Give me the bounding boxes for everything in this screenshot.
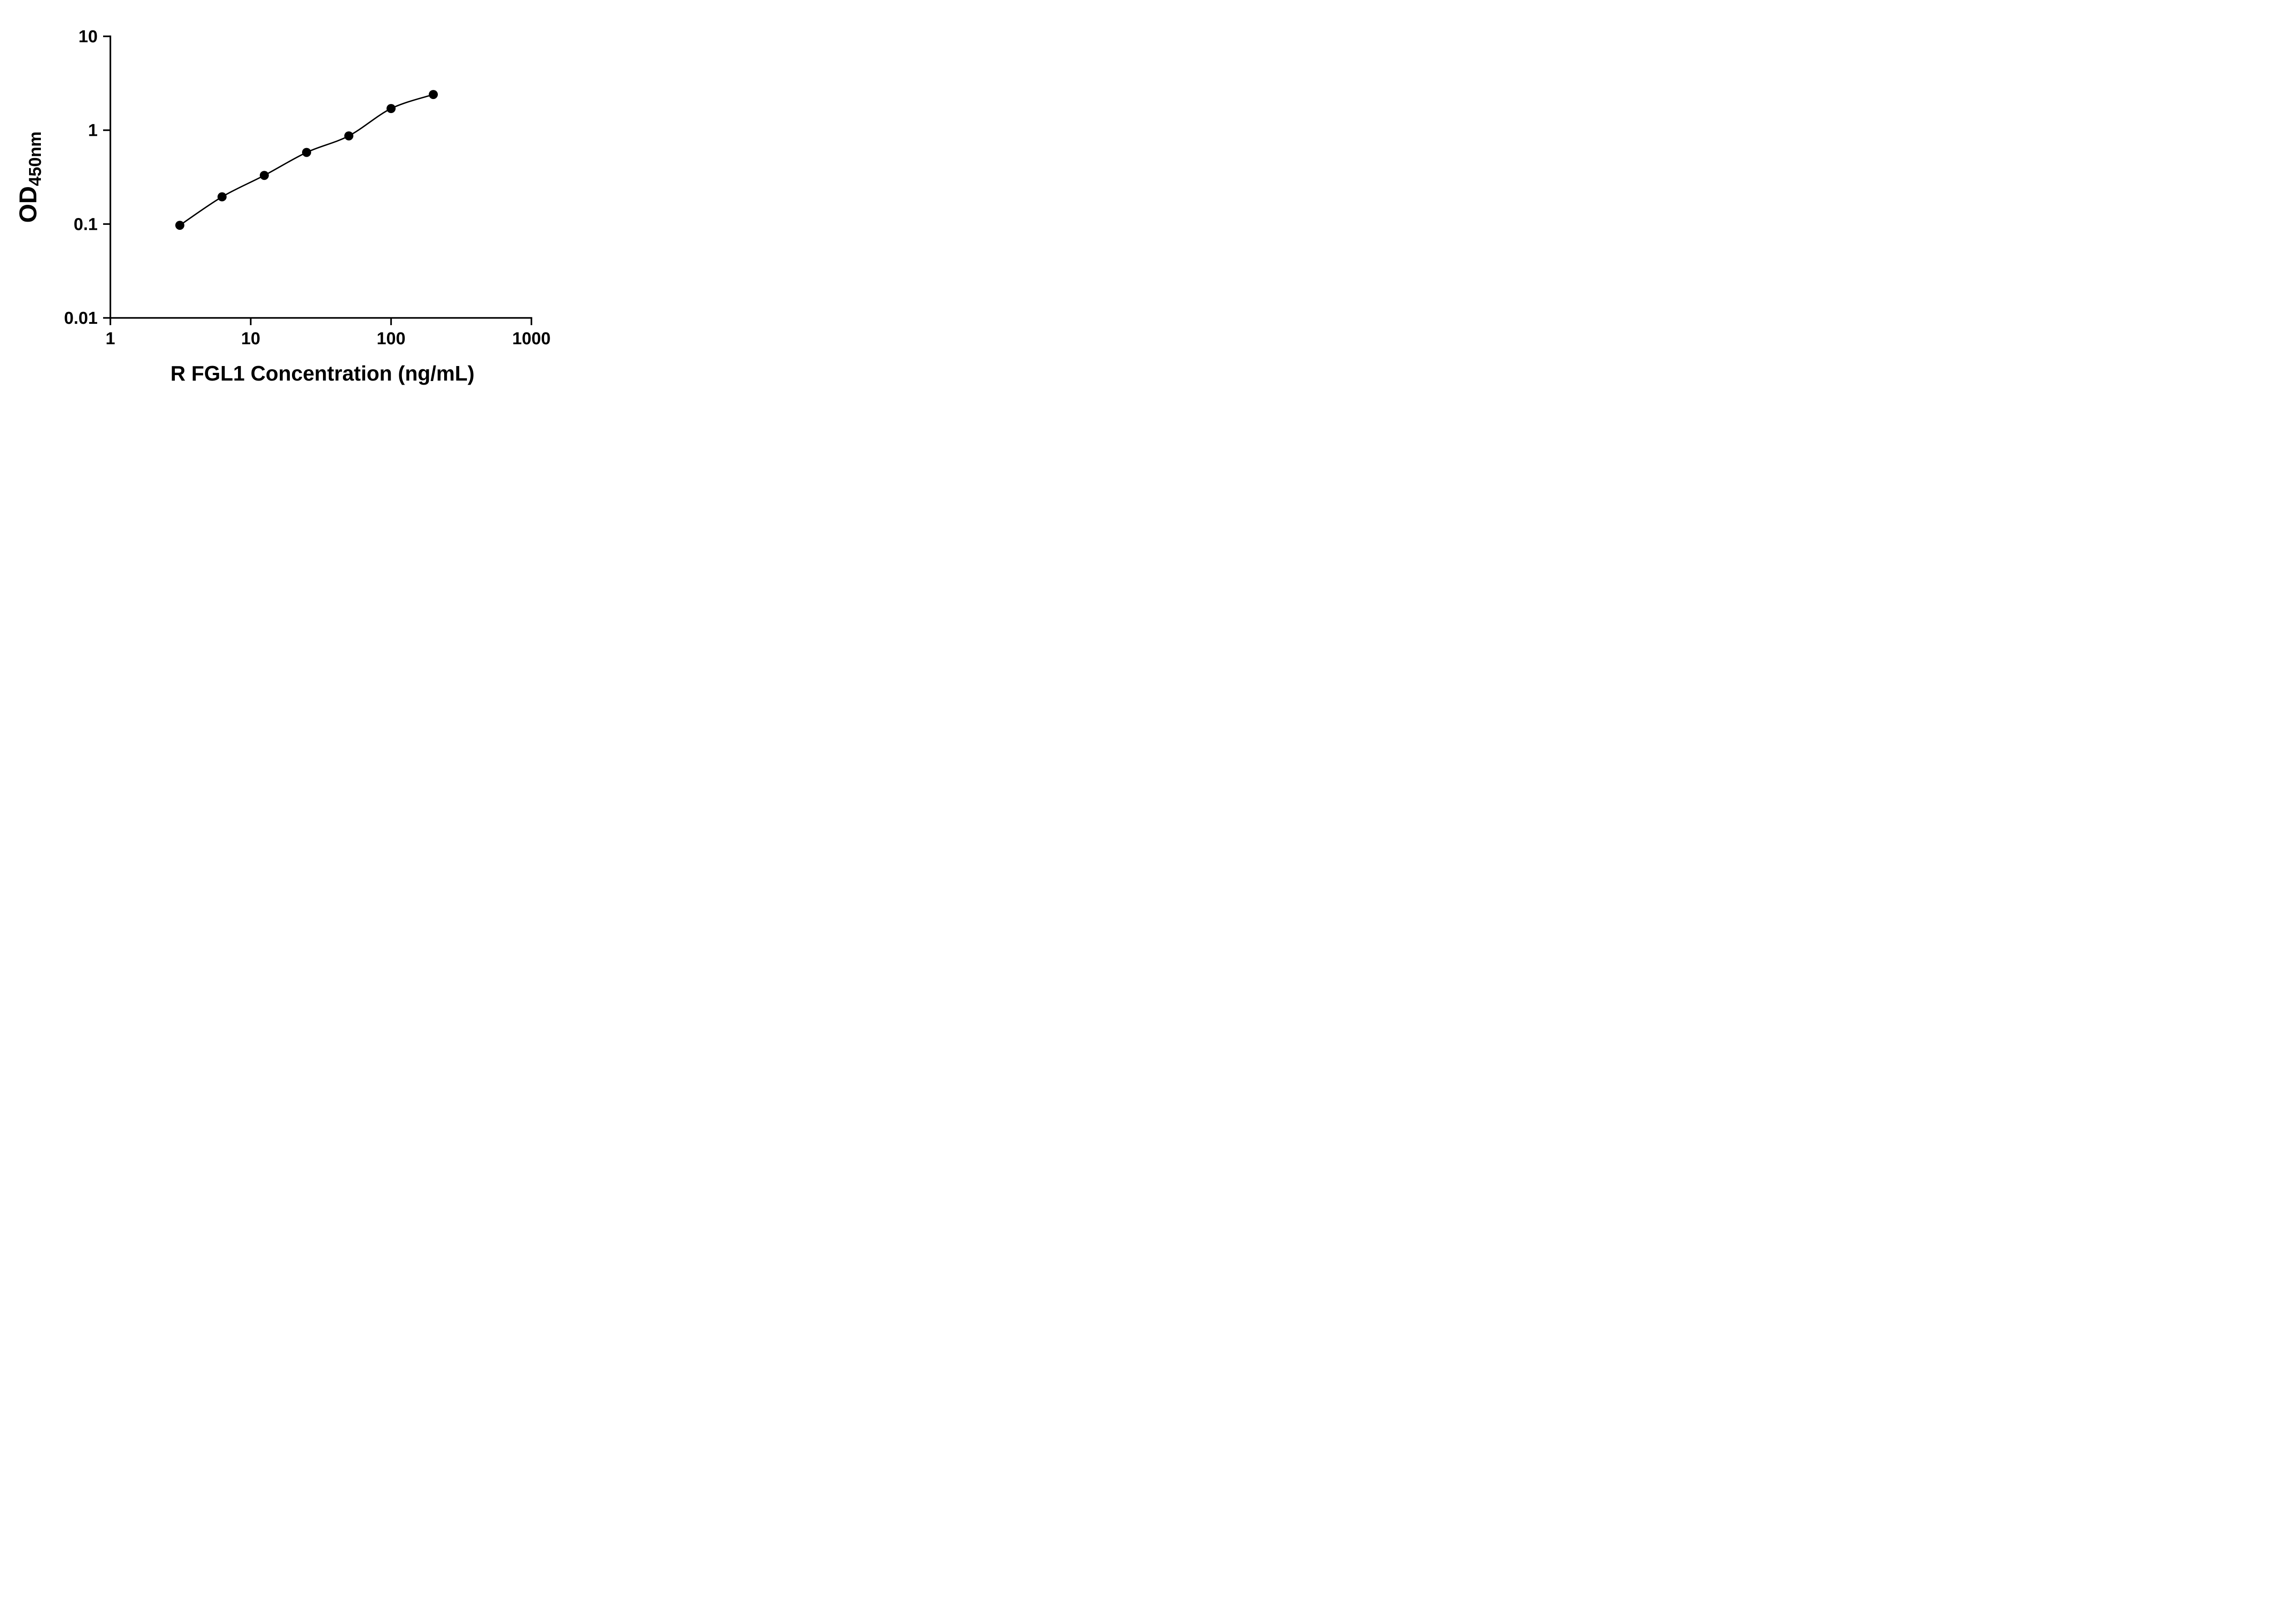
y-axis-title: OD450nm bbox=[15, 131, 45, 223]
data-point bbox=[387, 104, 396, 113]
y-axis-title-main: OD bbox=[15, 186, 42, 223]
fit-curve bbox=[179, 94, 434, 226]
x-axis-tick-label: 10 bbox=[241, 329, 260, 348]
data-point bbox=[429, 90, 438, 99]
x-axis-tick-label: 1 bbox=[105, 329, 115, 348]
data-point bbox=[217, 192, 227, 202]
y-axis-title-sub: 450nm bbox=[26, 131, 45, 186]
elisa-standard-curve-figure: OD450nm R FGL1 Concentration (ng/mL) 1 10… bbox=[0, 0, 581, 406]
data-point bbox=[175, 221, 184, 230]
x-axis-tick-label: 1000 bbox=[512, 329, 551, 348]
data-layer bbox=[175, 90, 438, 230]
y-axis-tick-label: 1 bbox=[88, 121, 98, 140]
y-axis-tick-label: 0.1 bbox=[74, 215, 98, 234]
axes-frame bbox=[109, 35, 532, 319]
x-axis-title: R FGL1 Concentration (ng/mL) bbox=[170, 361, 475, 385]
y-axis-tick-label: 10 bbox=[79, 27, 98, 46]
axes-layer: 1 10 100 1000 0.01 0.1 1 10 bbox=[64, 27, 550, 348]
data-point bbox=[302, 148, 311, 157]
chart-canvas: OD450nm R FGL1 Concentration (ng/mL) 1 10… bbox=[15, 27, 550, 385]
data-point bbox=[344, 131, 353, 141]
y-axis-tick-label: 0.01 bbox=[64, 309, 98, 328]
data-point bbox=[259, 171, 269, 180]
x-axis-tick-label: 100 bbox=[377, 329, 405, 348]
